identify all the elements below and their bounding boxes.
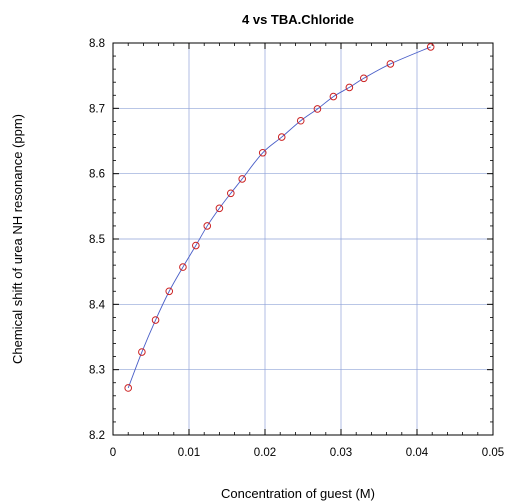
x-tick-label: 0.01 xyxy=(178,447,200,459)
fit-curve xyxy=(127,46,431,389)
data-point xyxy=(151,316,160,324)
y-tick-label: 8.2 xyxy=(89,430,105,442)
x-tick-label: 0.05 xyxy=(482,447,504,459)
data-point xyxy=(277,133,286,141)
data-point xyxy=(296,116,305,125)
data-point xyxy=(165,287,174,296)
x-tick-label: 0 xyxy=(110,447,116,459)
y-tick-label: 8.4 xyxy=(89,299,106,311)
data-point xyxy=(329,92,338,101)
data-points xyxy=(124,43,435,392)
data-point xyxy=(124,384,132,392)
data-point xyxy=(215,204,224,213)
y-tick-label: 8.3 xyxy=(89,365,105,377)
axis-ticks: 0 0.01 0.02 0.03 0.04 0.05 8.2 8.3 8.4 8.5 8.6 8.7 8… xyxy=(89,38,504,459)
y-tick-label: 8.6 xyxy=(89,169,105,181)
y-axis-label: Chemical shift of urea NH resonance (ppm… xyxy=(10,114,25,364)
x-tick-label: 0.03 xyxy=(330,447,352,459)
data-point xyxy=(386,60,395,68)
fit-curve-group xyxy=(127,46,431,389)
data-point xyxy=(238,175,246,183)
data-point xyxy=(313,105,322,113)
x-tick-label: 0.02 xyxy=(254,447,276,459)
y-tick-label: 8.8 xyxy=(89,38,105,50)
data-point xyxy=(426,43,435,51)
data-point xyxy=(360,74,368,83)
data-point xyxy=(138,348,146,356)
y-tick-label: 8.5 xyxy=(89,234,105,246)
data-point xyxy=(179,263,187,271)
data-point xyxy=(258,148,267,157)
data-point xyxy=(345,83,354,92)
grid xyxy=(113,43,493,435)
data-point xyxy=(192,241,200,250)
x-axis-label: Concentration of guest (M) xyxy=(221,486,375,501)
chart-title: 4 vs TBA.Chloride xyxy=(242,12,354,27)
data-point xyxy=(203,222,212,230)
y-tick-label: 8.7 xyxy=(89,103,105,115)
x-tick-label: 0.04 xyxy=(406,447,429,459)
data-point xyxy=(227,189,235,198)
